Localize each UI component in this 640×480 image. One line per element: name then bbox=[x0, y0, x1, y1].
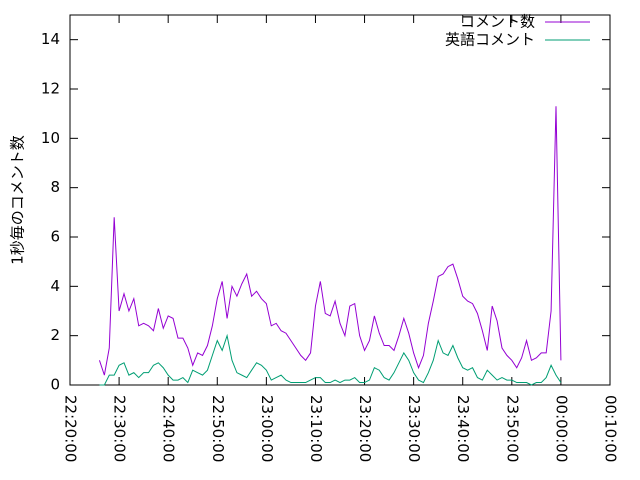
y-tick-label: 0 bbox=[50, 376, 60, 394]
x-tick-label: 23:30:00 bbox=[405, 395, 423, 462]
plot-frame bbox=[69, 14, 611, 386]
y-axis-label: 1秒毎のコメント数 bbox=[9, 135, 27, 265]
x-tick-label: 23:00:00 bbox=[258, 395, 276, 462]
x-tick-label: 22:50:00 bbox=[209, 395, 227, 462]
legend-label: 英語コメント bbox=[445, 31, 535, 49]
x-tick-label: 22:30:00 bbox=[111, 395, 129, 462]
y-tick-label: 12 bbox=[41, 80, 60, 98]
x-tick-label: 23:20:00 bbox=[356, 395, 374, 462]
x-tick-label: 23:10:00 bbox=[307, 395, 325, 462]
y-tick-label: 10 bbox=[41, 129, 60, 147]
series-line bbox=[99, 333, 562, 386]
x-tick-label: 00:00:00 bbox=[552, 395, 570, 462]
legend-label: コメント数 bbox=[460, 13, 535, 31]
y-tick-label: 6 bbox=[50, 228, 60, 246]
x-tick-label: 22:20:00 bbox=[62, 395, 80, 462]
x-tick-label: 00:10:00 bbox=[602, 395, 620, 462]
x-tick-label: 23:50:00 bbox=[503, 395, 521, 462]
y-tick-label: 4 bbox=[50, 277, 60, 295]
y-tick-label: 14 bbox=[41, 30, 60, 48]
series-line bbox=[98, 106, 562, 376]
x-tick-label: 23:40:00 bbox=[454, 395, 472, 462]
y-tick-label: 2 bbox=[50, 326, 60, 344]
x-tick-label: 22:40:00 bbox=[160, 395, 178, 462]
y-tick-label: 8 bbox=[50, 178, 60, 196]
